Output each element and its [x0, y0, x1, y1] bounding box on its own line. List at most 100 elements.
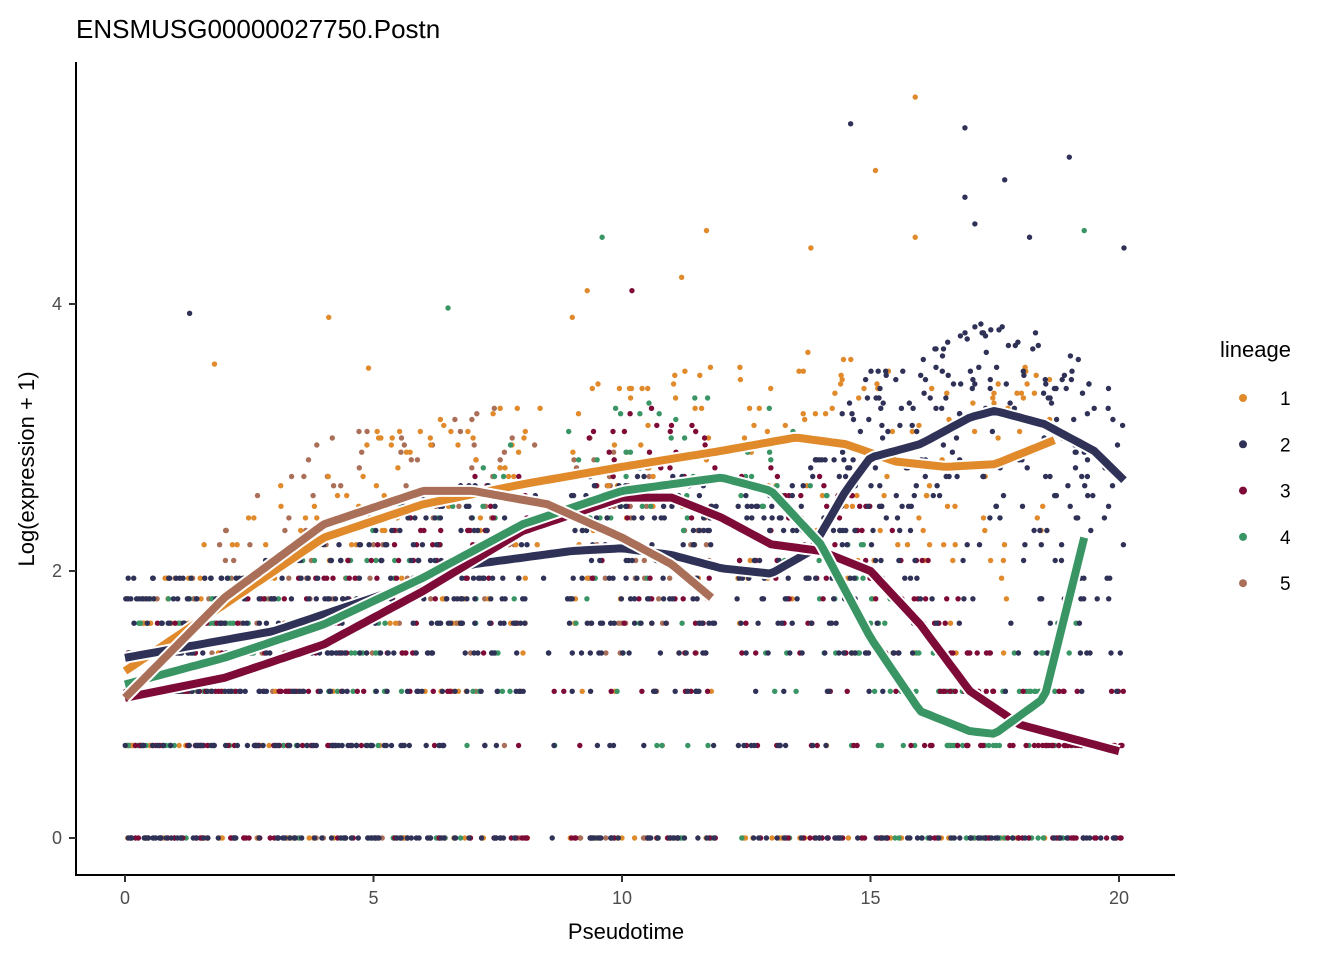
scatter-point-lineage-4: [673, 416, 679, 423]
scatter-point-lineage-2: [940, 442, 947, 448]
scatter-point-lineage-5: [610, 449, 617, 455]
scatter-point-lineage-2: [651, 515, 658, 521]
scatter-point-lineage-2: [338, 557, 344, 564]
scatter-point-lineage-4: [900, 742, 906, 749]
scatter-point-lineage-2: [464, 688, 470, 694]
scatter-point-lineage-5: [401, 442, 407, 448]
scatter-point-lineage-2: [617, 503, 623, 509]
scatter-point-lineage-1: [952, 542, 958, 548]
scatter-point-lineage-4: [209, 596, 215, 602]
scatter-point-lineage-4: [137, 620, 144, 626]
scatter-point-lineage-2: [710, 742, 717, 749]
scatter-point-lineage-2: [153, 835, 159, 841]
scatter-point-lineage-4: [878, 742, 885, 749]
scatter-point-lineage-2: [978, 321, 984, 327]
scatter-point-lineage-4: [507, 688, 513, 694]
scatter-point-lineage-2: [878, 405, 884, 411]
scatter-point-lineage-1: [589, 385, 595, 392]
scatter-point-lineage-4: [584, 596, 590, 602]
scatter-point-lineage-1: [417, 428, 423, 435]
scatter-point-lineage-3: [361, 688, 367, 694]
scatter-point-lineage-2: [412, 515, 418, 521]
scatter-point-lineage-2: [877, 385, 883, 392]
scatter-point-lineage-3: [299, 742, 306, 749]
scatter-point-lineage-1: [670, 381, 677, 387]
scatter-point-lineage-3: [1056, 742, 1062, 749]
scatter-point-lineage-2: [968, 835, 974, 841]
scatter-point-lineage-2: [168, 742, 174, 749]
scatter-point-lineage-4: [375, 742, 381, 749]
scatter-point-lineage-2: [1047, 620, 1054, 626]
scatter-point-lineage-2: [970, 596, 976, 602]
scatter-point-lineage-4: [464, 742, 470, 749]
scatter-point-lineage-1: [396, 428, 403, 435]
scatter-point-lineage-2: [634, 575, 640, 581]
scatter-point-lineage-3: [983, 650, 990, 656]
scatter-point-lineage-2: [774, 835, 780, 841]
scatter-point-lineage-2: [885, 428, 891, 435]
scatter-point-lineage-2: [987, 515, 993, 521]
scatter-point-lineage-5: [414, 457, 421, 463]
scatter-point-lineage-2: [800, 483, 806, 489]
scatter-point-lineage-4: [692, 395, 698, 401]
scatter-point-lineage-2: [911, 492, 917, 499]
scatter-point-lineage-2: [879, 435, 886, 441]
scatter-point-lineage-4: [1040, 835, 1047, 841]
scatter-point-lineage-2: [611, 620, 617, 626]
scatter-point-lineage-2: [1110, 835, 1117, 841]
scatter-point-lineage-5: [602, 575, 608, 581]
scatter-point-lineage-2: [606, 575, 612, 581]
scatter-point-lineage-2: [987, 376, 993, 383]
scatter-point-lineage-1: [845, 835, 852, 841]
scatter-point-lineage-2: [945, 339, 951, 345]
scatter-point-lineage-2: [454, 596, 461, 602]
scatter-point-lineage-2: [914, 835, 921, 841]
scatter-point-lineage-2: [645, 596, 652, 602]
scatter-point-lineage-2: [432, 557, 438, 564]
scatter-point-lineage-2: [956, 620, 962, 626]
scatter-point-lineage-1: [904, 542, 911, 548]
scatter-point-lineage-1: [802, 416, 808, 423]
scatter-point-lineage-1: [947, 620, 954, 626]
scatter-point-lineage-2: [841, 650, 847, 656]
scatter-point-lineage-2: [761, 515, 767, 521]
scatter-point-lineage-2: [551, 742, 557, 749]
scatter-point-lineage-3: [467, 527, 473, 534]
scatter-point-lineage-3: [736, 557, 743, 564]
scatter-point-lineage-2: [629, 557, 635, 564]
scatter-point-lineage-2: [377, 650, 384, 656]
scatter-point-lineage-2: [1058, 542, 1065, 548]
scatter-point-lineage-2: [618, 596, 625, 602]
scatter-point-lineage-2: [398, 835, 404, 841]
scatter-point-lineage-1: [278, 483, 284, 489]
scatter-point-lineage-2: [328, 835, 335, 841]
scatter-point-lineage-2: [282, 835, 288, 841]
scatter-point-lineage-4: [816, 557, 822, 564]
scatter-point-lineage-4: [772, 688, 778, 694]
scatter-point-lineage-3: [486, 575, 492, 581]
scatter-point-lineage-2: [493, 742, 500, 749]
scatter-point-lineage-2: [355, 835, 361, 841]
scatter-point-lineage-4: [457, 835, 464, 841]
scatter-point-lineage-1: [364, 442, 370, 448]
scatter-point-lineage-2: [413, 650, 419, 656]
scatter-point-lineage-2: [459, 575, 465, 581]
scatter-point-lineage-3: [836, 515, 843, 521]
scatter-point-lineage-2: [1068, 376, 1075, 383]
scatter-point-lineage-5: [282, 527, 288, 534]
scatter-point-lineage-5: [501, 449, 508, 455]
scatter-point-lineage-2: [972, 324, 978, 330]
scatter-point-lineage-5: [577, 835, 584, 841]
scatter-point-lineage-2: [980, 330, 987, 336]
scatter-point-lineage-2: [501, 515, 508, 521]
scatter-point-lineage-2: [1051, 385, 1058, 392]
scatter-point-lineage-2: [1117, 650, 1124, 656]
y-ticks: 0 2 4: [52, 294, 76, 848]
scatter-point-lineage-2: [222, 742, 229, 749]
scatter-point-lineage-2: [327, 688, 334, 694]
scatter-point-lineage-2: [597, 557, 603, 564]
scatter-point-lineage-4: [1035, 835, 1041, 841]
scatter-point-lineage-2: [943, 395, 949, 401]
scatter-point-lineage-1: [437, 416, 444, 423]
scatter-point-lineage-2: [699, 620, 705, 626]
